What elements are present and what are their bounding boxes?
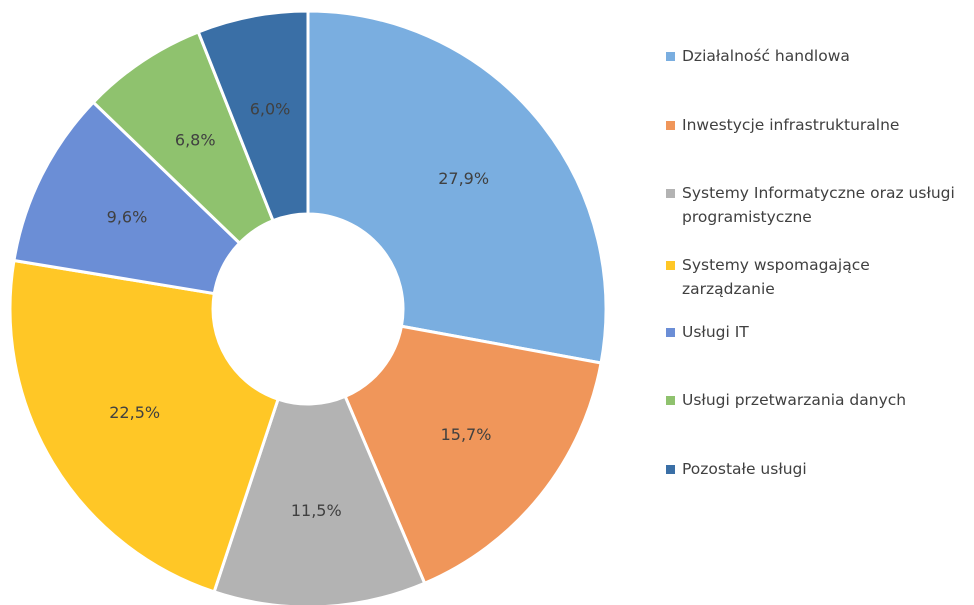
legend-swatch — [666, 121, 675, 130]
slice — [8, 258, 280, 594]
legend-label: Usługi IT — [682, 323, 749, 341]
legend-label: Systemy wspomagające zarządzanie — [682, 256, 870, 298]
legend-label: Usługi przetwarzania danych — [682, 391, 907, 409]
slice — [343, 324, 603, 586]
slice — [196, 9, 310, 223]
slice — [212, 394, 427, 605]
slice — [306, 9, 608, 365]
legend-label: Pozostałe usługi — [682, 460, 807, 478]
slice — [12, 100, 242, 296]
donut: 27,9% 15,7% 11,5% 22,5% 9,6% 6,8% 6,0% — [8, 9, 608, 605]
legend-label: Działalność handlowa — [682, 47, 850, 65]
legend-swatch — [666, 328, 675, 337]
data-label: 27,9% — [438, 169, 489, 188]
legend-label: Inwestycje infrastrukturalne — [682, 116, 900, 134]
legend-swatch — [666, 465, 675, 474]
legend-swatch — [666, 189, 675, 198]
data-label: 6,8% — [175, 130, 216, 149]
data-label: 11,5% — [291, 501, 342, 520]
legend-label: Systemy Informatyczne oraz usługi progra… — [682, 184, 955, 226]
data-label: 6,0% — [250, 100, 291, 119]
data-label: 15,7% — [441, 425, 492, 444]
data-label: 9,6% — [107, 208, 148, 227]
data-label: 22,5% — [109, 403, 160, 422]
legend-swatch — [666, 52, 675, 61]
legend-swatch — [666, 396, 675, 405]
legend-swatch — [666, 261, 675, 270]
